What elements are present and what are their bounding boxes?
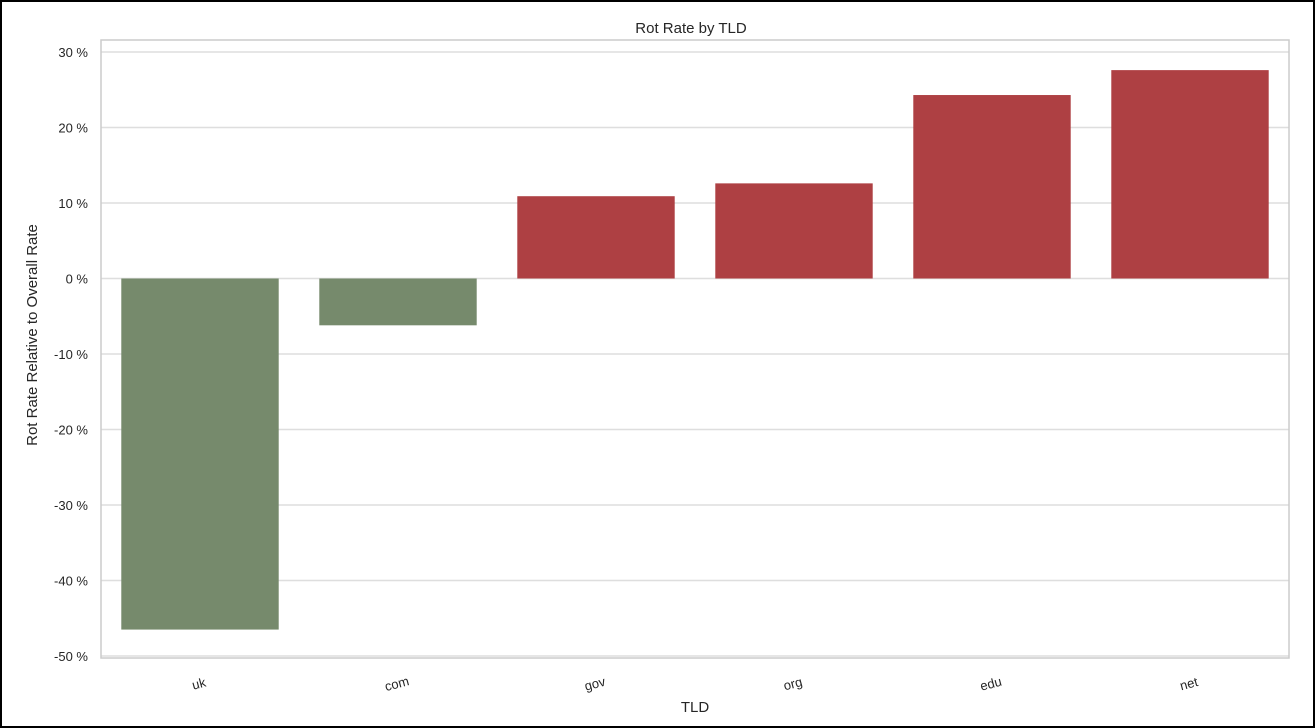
y-axis-title: Rot Rate Relative to Overall Rate [24, 224, 41, 446]
bars [121, 70, 1269, 630]
y-tick-label: 10 % [58, 196, 88, 211]
bar-edu [913, 95, 1071, 279]
bar-org [715, 183, 873, 279]
y-axis-ticks: 30 % 20 % 10 % 0 % -10 % -20 % -30 % -40 % -50 % [54, 45, 88, 664]
y-tick-label: 0 % [66, 272, 89, 287]
x-tick-label: net [1178, 674, 1200, 693]
chart-title: Rot Rate by TLD [635, 20, 747, 37]
x-tick-label: com [383, 673, 411, 694]
bar-net [1111, 70, 1269, 279]
x-tick-label: org [782, 674, 804, 693]
y-tick-label: -20 % [54, 423, 88, 438]
y-tick-label: -30 % [54, 498, 88, 513]
y-tick-label: 30 % [58, 45, 88, 60]
x-tick-label: uk [190, 675, 208, 693]
x-axis-title: TLD [681, 699, 710, 716]
y-tick-label: -40 % [54, 574, 88, 589]
x-axis-ticks: uk com gov org edu net [190, 673, 1200, 694]
bar-uk [121, 278, 279, 630]
bar-com [319, 278, 477, 326]
y-tick-label: -50 % [54, 649, 88, 664]
x-tick-label: edu [978, 674, 1003, 694]
x-tick-label: gov [583, 674, 608, 694]
plot-area-frame [100, 39, 1290, 659]
y-tick-label: 20 % [58, 121, 88, 136]
bar-gov [517, 196, 675, 279]
y-tick-label: -10 % [54, 347, 88, 362]
grid-lines [101, 51, 1289, 657]
